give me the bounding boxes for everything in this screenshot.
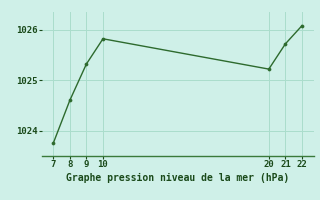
X-axis label: Graphe pression niveau de la mer (hPa): Graphe pression niveau de la mer (hPa): [66, 173, 289, 183]
